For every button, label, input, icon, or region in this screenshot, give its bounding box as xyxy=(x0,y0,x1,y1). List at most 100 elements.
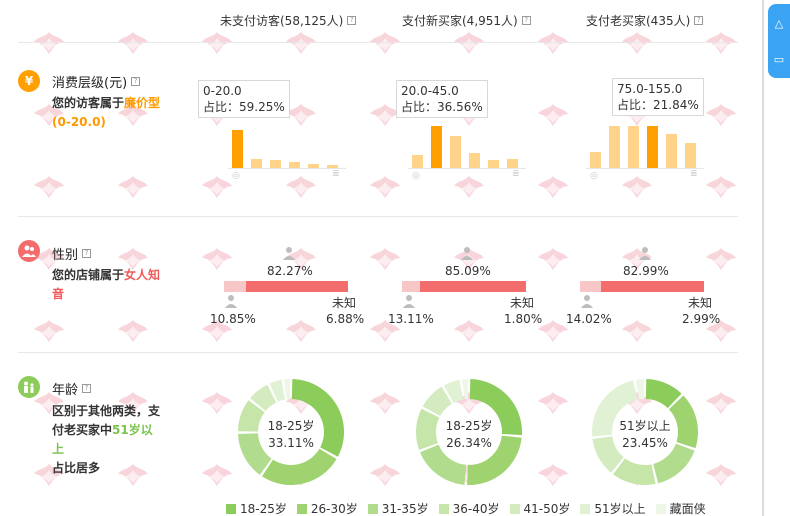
coin-stack-icon: ≣ xyxy=(512,169,520,179)
donut-slice xyxy=(420,444,467,485)
legend-label: 31-35岁 xyxy=(381,502,429,516)
divider xyxy=(18,352,738,353)
donut-slice xyxy=(645,379,682,409)
gender-bar-female xyxy=(246,281,348,292)
watermark-logo xyxy=(30,28,68,58)
chart-axis xyxy=(586,168,704,169)
legend-item: 26-30岁 xyxy=(296,500,358,516)
chart-axis xyxy=(408,168,526,169)
consumption-bar xyxy=(507,159,518,168)
help-icon[interactable]: ? xyxy=(131,77,141,86)
chat-icon[interactable]: ▭ xyxy=(773,53,785,66)
column-header-old-buyers: 支付老买家(435人)? xyxy=(586,12,704,29)
consumption-bar xyxy=(666,134,677,168)
gender-bar xyxy=(402,281,526,292)
donut-slice xyxy=(467,435,522,485)
consumption-bar xyxy=(609,126,620,168)
legend-item: 41-50岁 xyxy=(509,500,571,516)
gender-title: 性别? xyxy=(52,244,92,263)
donut-slice xyxy=(416,408,440,450)
watermark-logo xyxy=(198,460,236,490)
watermark-logo xyxy=(282,172,320,202)
legend-label: 26-30岁 xyxy=(310,502,358,516)
column-header-unpaid: 未支付访客(58,125人)? xyxy=(220,12,357,29)
watermark-logo xyxy=(702,460,740,490)
users-icon xyxy=(18,240,40,262)
help-icon[interactable]: ? xyxy=(347,16,357,25)
watermark-logo xyxy=(618,316,656,346)
watermark-logo xyxy=(366,28,404,58)
male-percent: 13.11% xyxy=(388,312,434,326)
watermark-logo xyxy=(450,316,488,346)
coin-low-icon: ◎ xyxy=(232,171,240,181)
donut-center-label: 18-25岁 33.11% xyxy=(267,419,315,450)
family-icon xyxy=(18,376,40,398)
floating-toolbar[interactable]: △ ▭ xyxy=(768,4,790,78)
consumption-bar xyxy=(270,160,281,168)
male-icon xyxy=(402,294,416,308)
female-percent: 82.99% xyxy=(623,264,669,278)
watermark-logo xyxy=(534,100,572,130)
watermark-logo xyxy=(282,28,320,58)
legend-swatch xyxy=(226,503,236,514)
consumption-bar xyxy=(308,164,319,168)
consumption-desc: 您的访客属于廉价型 (0-20.0) xyxy=(52,96,161,129)
watermark-logo xyxy=(198,28,236,58)
coin-stack-icon: ≣ xyxy=(332,169,340,179)
consumption-bar xyxy=(628,126,639,168)
donut-slice xyxy=(653,443,695,484)
legend-swatch xyxy=(367,503,378,514)
unknown-percent: 2.99% xyxy=(682,312,721,326)
age-donut xyxy=(590,377,700,487)
donut-slice xyxy=(613,458,656,485)
donut-slice xyxy=(668,395,698,449)
watermark-logo xyxy=(366,460,404,490)
tooltip-new: 20.0-45.0 占比：36.56% xyxy=(396,80,488,118)
age-donut xyxy=(236,377,346,487)
coin-stack-icon: ≣ xyxy=(690,169,698,179)
legend-label: 41-50岁 xyxy=(523,502,571,516)
gender-bar-female xyxy=(420,281,526,292)
unknown-label: 未知 xyxy=(688,296,713,310)
donut-center-label: 18-25岁 26.34% xyxy=(445,419,493,450)
column-header-new-buyers: 支付新买家(4,951人)? xyxy=(402,12,531,29)
help-icon[interactable]: ? xyxy=(521,16,531,25)
watermark-logo xyxy=(114,28,152,58)
gender-bar xyxy=(580,281,704,292)
help-icon[interactable]: ? xyxy=(82,384,92,393)
help-icon[interactable]: ? xyxy=(694,16,704,25)
bell-icon[interactable]: △ xyxy=(774,17,784,30)
consumption-bar xyxy=(232,130,243,168)
consumption-bar xyxy=(327,165,338,168)
legend-label: 藏面侠 xyxy=(669,502,706,516)
unknown-label: 未知 xyxy=(332,296,357,310)
watermark-logo xyxy=(534,28,572,58)
legend-swatch xyxy=(580,503,591,514)
legend-label: 51岁以上 xyxy=(594,502,646,516)
consumption-bar xyxy=(450,136,461,168)
donut-slice xyxy=(262,448,337,485)
divider xyxy=(18,216,738,217)
donut-slice xyxy=(238,433,272,475)
male-icon xyxy=(224,294,238,308)
watermark-logo xyxy=(534,172,572,202)
age-legend: 18-25岁 26-30岁 31-35岁 36-40岁 41-50岁 51岁以上 藏面侠 xyxy=(226,500,716,516)
female-percent: 85.09% xyxy=(445,264,491,278)
watermark-logo xyxy=(366,244,404,274)
donut-slice xyxy=(469,379,522,436)
male-percent: 10.85% xyxy=(210,312,256,326)
female-icon xyxy=(282,246,296,260)
donut-slice xyxy=(291,379,344,457)
legend-item: 藏面侠 xyxy=(655,500,706,516)
right-divider xyxy=(762,0,764,516)
consumption-bar xyxy=(488,160,499,168)
watermark-logo xyxy=(198,172,236,202)
gender-bar-female xyxy=(601,281,704,292)
watermark-logo xyxy=(114,172,152,202)
consumption-bar xyxy=(431,126,442,168)
age-desc: 区别于其他两类，支 付老买家中51岁以上 占比居多 xyxy=(52,404,161,475)
legend-label: 18-25岁 xyxy=(240,502,287,516)
coin-low-icon: ◎ xyxy=(590,171,598,181)
consumption-bar xyxy=(289,162,300,168)
help-icon[interactable]: ? xyxy=(82,249,92,258)
